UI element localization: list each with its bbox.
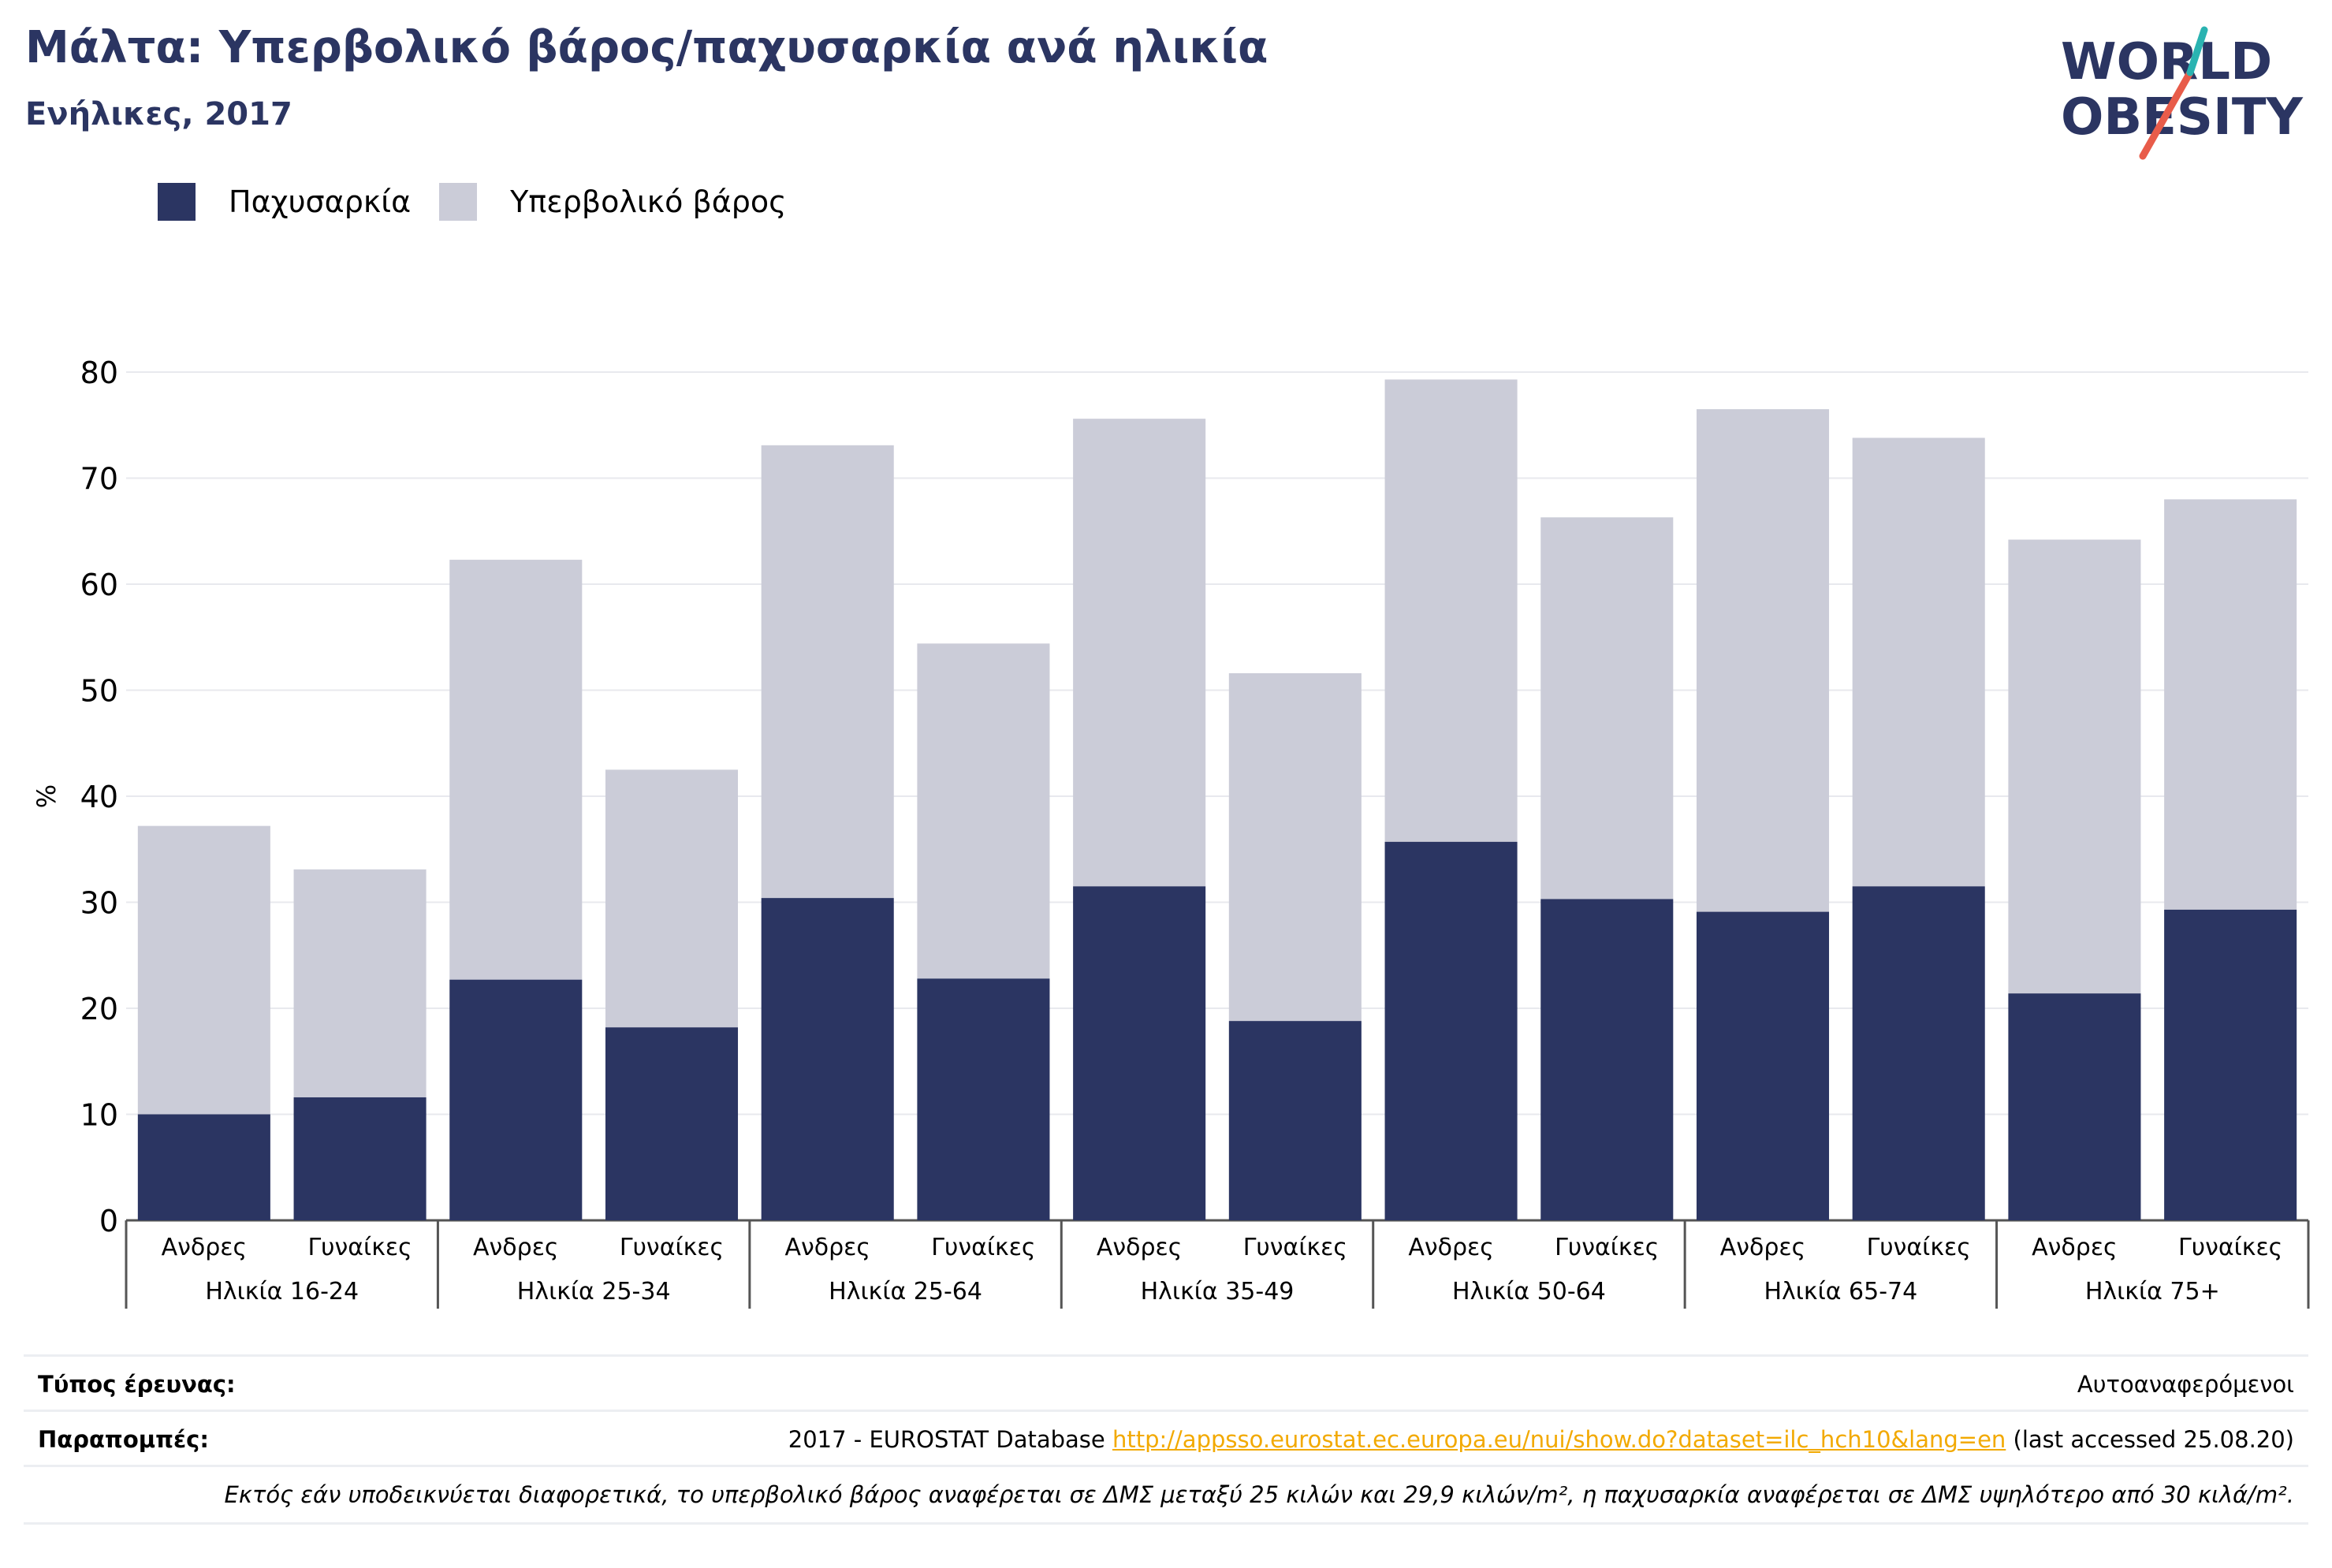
group-label: Ηλικία 25-34 [517,1278,671,1305]
legend-label-obesity: Παχυσαρκία [229,184,412,219]
bar-obesity [1696,911,1830,1220]
legend-item-obesity: Παχυσαρκία [158,183,411,221]
footer-row-survey: Τύπος έρευνας: Αυτοαναφερόμενοι [24,1354,2308,1412]
references-value: 2017 - EUROSTAT Database http://appsso.e… [788,1426,2308,1453]
bar-obesity [761,898,894,1220]
bar-obesity [1228,1021,1362,1220]
legend-swatch-overweight [439,183,478,221]
logo-slash-teal [2186,26,2208,76]
footer-row-note: Εκτός εάν υποδεικνύεται διαφορετικά, το … [24,1465,2308,1525]
chart-subtitle: Ενήλικες, 2017 [25,96,292,132]
y-tick-label: 50 [80,674,118,709]
x-tick-label: Γυναίκες [1555,1234,1659,1261]
bar-obesity [137,1114,270,1220]
survey-type-label: Τύπος έρευνας: [38,1371,236,1398]
bar-overweight [1852,438,1985,887]
footer-row-references: Παραπομπές: 2017 - EUROSTAT Database htt… [24,1410,2308,1467]
bar-overweight [449,560,583,980]
group-label: Ηλικία 25-64 [829,1278,982,1305]
x-tick-label: Γυναίκες [2178,1234,2282,1261]
x-tick-label: Ανδρες [2032,1234,2118,1261]
bar-obesity [605,1027,739,1220]
group-label: Ηλικία 75+ [2085,1278,2220,1305]
bar-obesity [293,1097,427,1220]
x-tick-label: Ανδρες [1720,1234,1806,1261]
group-label: Ηλικία 16-24 [205,1278,359,1305]
y-axis-label: % [32,784,61,808]
logo-line2: OBESITY [2061,88,2303,147]
y-tick-label: 10 [80,1098,118,1133]
bar-overweight [1696,409,1830,912]
bar-obesity [1073,886,1206,1220]
references-prefix: 2017 - EUROSTAT Database [788,1426,1112,1453]
x-tick-label: Γυναίκες [620,1234,724,1261]
x-tick-label: Γυναίκες [931,1234,1035,1261]
bar-obesity [1540,899,1674,1220]
bar-overweight [1540,517,1674,899]
x-tick-label: Ανδρες [784,1234,870,1261]
bar-obesity [2164,909,2297,1220]
y-tick-label: 60 [80,568,118,602]
y-tick-label: 70 [80,462,118,497]
references-label: Παραπομπές: [38,1426,209,1453]
bar-overweight [137,825,270,1115]
bar-overweight [293,869,427,1097]
legend-label-overweight: Υπερβολικό βάρος [510,184,787,219]
logo-slash-red [2139,69,2194,160]
y-tick-label: 30 [80,886,118,921]
bar-overweight [1073,419,1206,887]
chart-title: Μάλτα: Υπερβολικό βάρος/παχυσαρκία ανά η… [25,22,1268,73]
logo-line1: WORLD [2061,33,2272,91]
legend-swatch-obesity [158,183,196,221]
y-tick-label: 20 [80,992,118,1026]
x-tick-label: Γυναίκες [1243,1234,1347,1261]
x-tick-label: Ανδρες [162,1234,248,1261]
survey-type-value: Αυτοαναφερόμενοι [2077,1371,2294,1398]
y-tick-label: 80 [80,356,118,390]
bar-overweight [2008,539,2141,994]
x-tick-label: Ανδρες [473,1234,559,1261]
chart-legend: Παχυσαρκία Υπερβολικό βάρος [158,183,814,221]
bar-overweight [1228,672,1362,1022]
bar-obesity [917,978,1050,1220]
group-label: Ηλικία 65-74 [1764,1278,1917,1305]
bar-obesity [2008,993,2141,1220]
group-label: Ηλικία 50-64 [1452,1278,1606,1305]
bar-overweight [917,643,1050,979]
group-label: Ηλικία 35-49 [1141,1278,1295,1305]
stacked-bar-chart: 0 10 20 30 40 50 60 70 80% Ανδρες Γυναίκες Ανδρες Γυ… [32,356,2310,1309]
legend-item-overweight: Υπερβολικό βάρος [439,183,786,221]
bar-obesity [449,979,583,1220]
x-tick-label: Ανδρες [1097,1234,1183,1261]
x-tick-label: Γυναίκες [307,1234,412,1261]
bar-overweight [2164,499,2297,910]
x-tick-label: Ανδρες [1408,1234,1494,1261]
bar-overweight [1384,379,1518,842]
references-suffix: (last accessed 25.08.20) [2006,1426,2295,1453]
references-link[interactable]: http://appsso.eurostat.ec.europa.eu/nui/… [1112,1426,2006,1453]
definition-note: Εκτός εάν υποδεικνύεται διαφορετικά, το … [224,1481,2295,1508]
bar-overweight [605,769,739,1028]
bar-obesity [1852,886,1985,1220]
x-tick-label: Γυναίκες [1867,1234,1971,1261]
y-tick-label: 40 [80,780,118,814]
bar-overweight [761,445,894,899]
bar-obesity [1384,841,1518,1220]
world-obesity-logo: WORLD OBESITY [2061,26,2303,160]
y-tick-label: 0 [99,1204,118,1238]
